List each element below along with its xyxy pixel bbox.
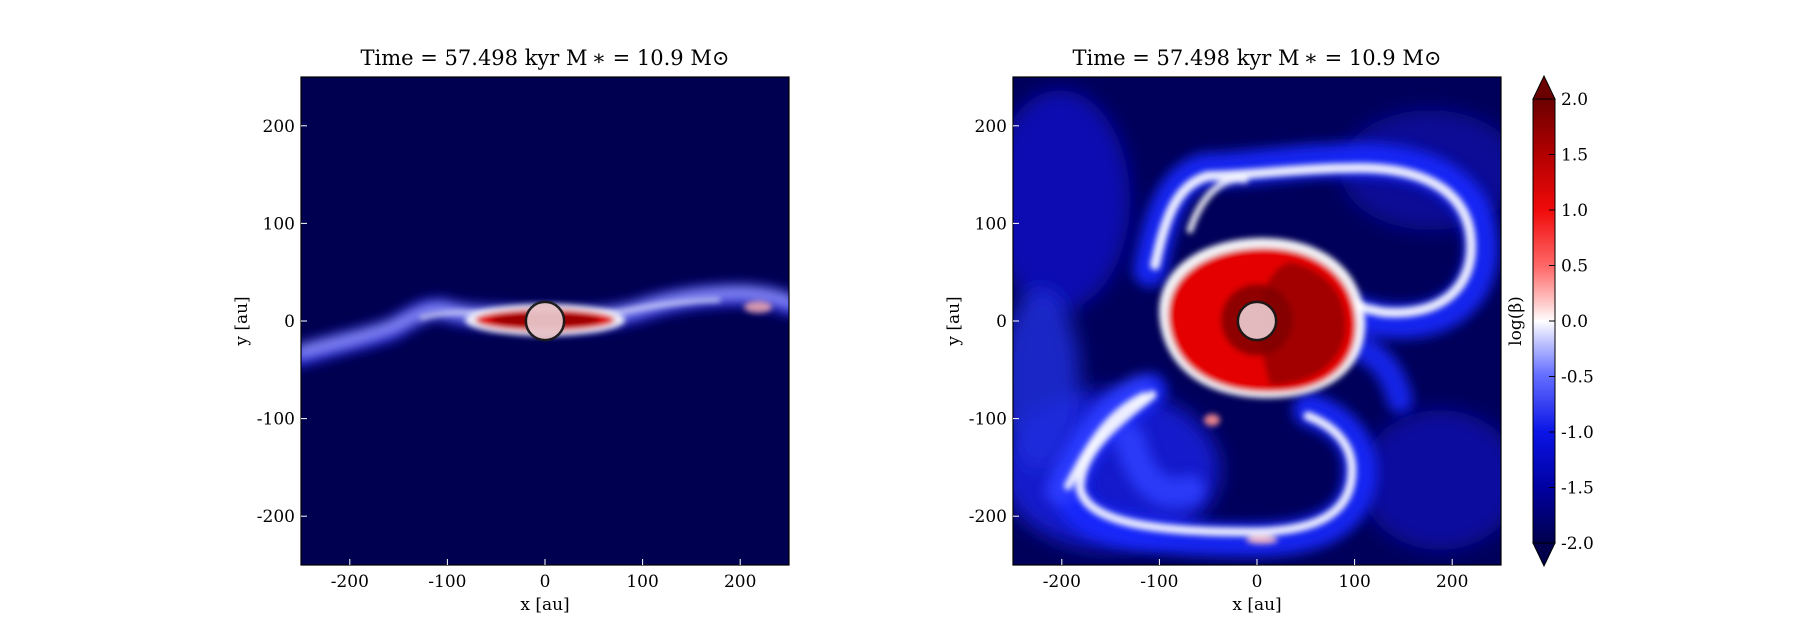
right-ytick-label: -100 — [969, 410, 1007, 430]
left-ytick-label: 0 — [284, 312, 295, 332]
left-ytick-label: 100 — [263, 214, 295, 234]
panel-right-arm-west-core — [1064, 392, 1148, 490]
colorbar-tick-label: -1.5 — [1561, 479, 1594, 499]
colorbar-extend-min — [1532, 542, 1556, 568]
colorbar-extend-max — [1532, 74, 1556, 100]
colorbar-label: log(β) — [1506, 296, 1526, 346]
right-ytick-label: 0 — [996, 312, 1007, 332]
panel-left-xlabel: x [au] — [520, 595, 569, 615]
panel-right-knot-inner — [1204, 414, 1220, 426]
panel-right-arm-north-core — [1150, 162, 1477, 318]
colorbar-tick-label: 0.0 — [1561, 312, 1588, 332]
panel-right-sink-particle — [1236, 300, 1278, 342]
colorbar-tick-label: 0.5 — [1561, 257, 1588, 277]
left-ytick-label: -100 — [257, 410, 295, 430]
panel-right-arm-nw-core — [1186, 175, 1249, 234]
right-ytick-label: 200 — [975, 117, 1007, 137]
left-ytick-label: 200 — [263, 117, 295, 137]
panel-right-arm-north — [1133, 142, 1499, 339]
right-xtick-label: -100 — [1140, 572, 1178, 592]
panel-left-sink-particle — [524, 300, 566, 342]
panel-right-arm-south-core — [1075, 390, 1357, 537]
panel-left-knot — [744, 301, 772, 313]
left-xtick-label: 100 — [626, 572, 658, 592]
left-ytick-label: -200 — [257, 507, 295, 527]
right-ytick-label: -200 — [969, 507, 1007, 527]
right-ytick-label: 100 — [975, 214, 1007, 234]
colorbar-ticks: 2.0 1.5 1.0 0.5 0.0 -0.5 -1.0 -1.5 -2.0 — [1549, 90, 1594, 554]
right-xtick-label: -200 — [1043, 572, 1081, 592]
panel-right-disk-inner — [1260, 262, 1346, 385]
panel-right-ticks: -200 -100 0 100 200 200 100 0 -100 -200 — [969, 117, 1469, 592]
panel-right-arm-west — [1045, 375, 1205, 508]
panel-right-diffuse-w — [1013, 290, 1080, 470]
panel-right: Time = 57.498 kyr M ∗ = 10.9 M⊙ — [944, 46, 1502, 615]
left-xtick-label: -100 — [428, 572, 466, 592]
colorbar-tick-label: 2.0 — [1561, 90, 1588, 110]
panel-right-knot-south — [1246, 536, 1278, 544]
panel-right-diffuse-se — [1360, 410, 1501, 550]
colorbar-tick-label: -2.0 — [1561, 534, 1594, 554]
panel-left-heatmap — [301, 77, 789, 565]
right-xtick-label: 200 — [1436, 572, 1468, 592]
panel-right-xlabel: x [au] — [1232, 595, 1281, 615]
panel-left: Time = 57.498 kyr M ∗ = 10.9 M⊙ -200 -100… — [232, 46, 790, 615]
colorbar-tick-label: 1.5 — [1561, 146, 1588, 166]
right-xtick-label: 0 — [1252, 572, 1263, 592]
panel-left-ticks: -200 -100 0 100 200 200 100 0 -100 -200 — [257, 117, 757, 592]
left-xtick-label: 0 — [540, 572, 551, 592]
panel-right-ylabel: y [au] — [944, 296, 964, 346]
panel-right-diffuse-nw — [1013, 90, 1130, 310]
left-xtick-label: 200 — [724, 572, 756, 592]
colorbar-tick-label: -0.5 — [1561, 368, 1594, 388]
panel-left-ylabel: y [au] — [232, 296, 252, 346]
panel-right-title: Time = 57.498 kyr M ∗ = 10.9 M⊙ — [1073, 46, 1442, 70]
colorbar-tick-label: 1.0 — [1561, 201, 1588, 221]
right-xtick-label: 100 — [1338, 572, 1370, 592]
colorbar-tick-label: -1.0 — [1561, 423, 1594, 443]
colorbar: 2.0 1.5 1.0 0.5 0.0 -0.5 -1.0 -1.5 -2.0 log(β) — [1506, 74, 1594, 568]
panel-left-title: Time = 57.498 kyr M ∗ = 10.9 M⊙ — [361, 46, 730, 70]
left-xtick-label: -200 — [331, 572, 369, 592]
